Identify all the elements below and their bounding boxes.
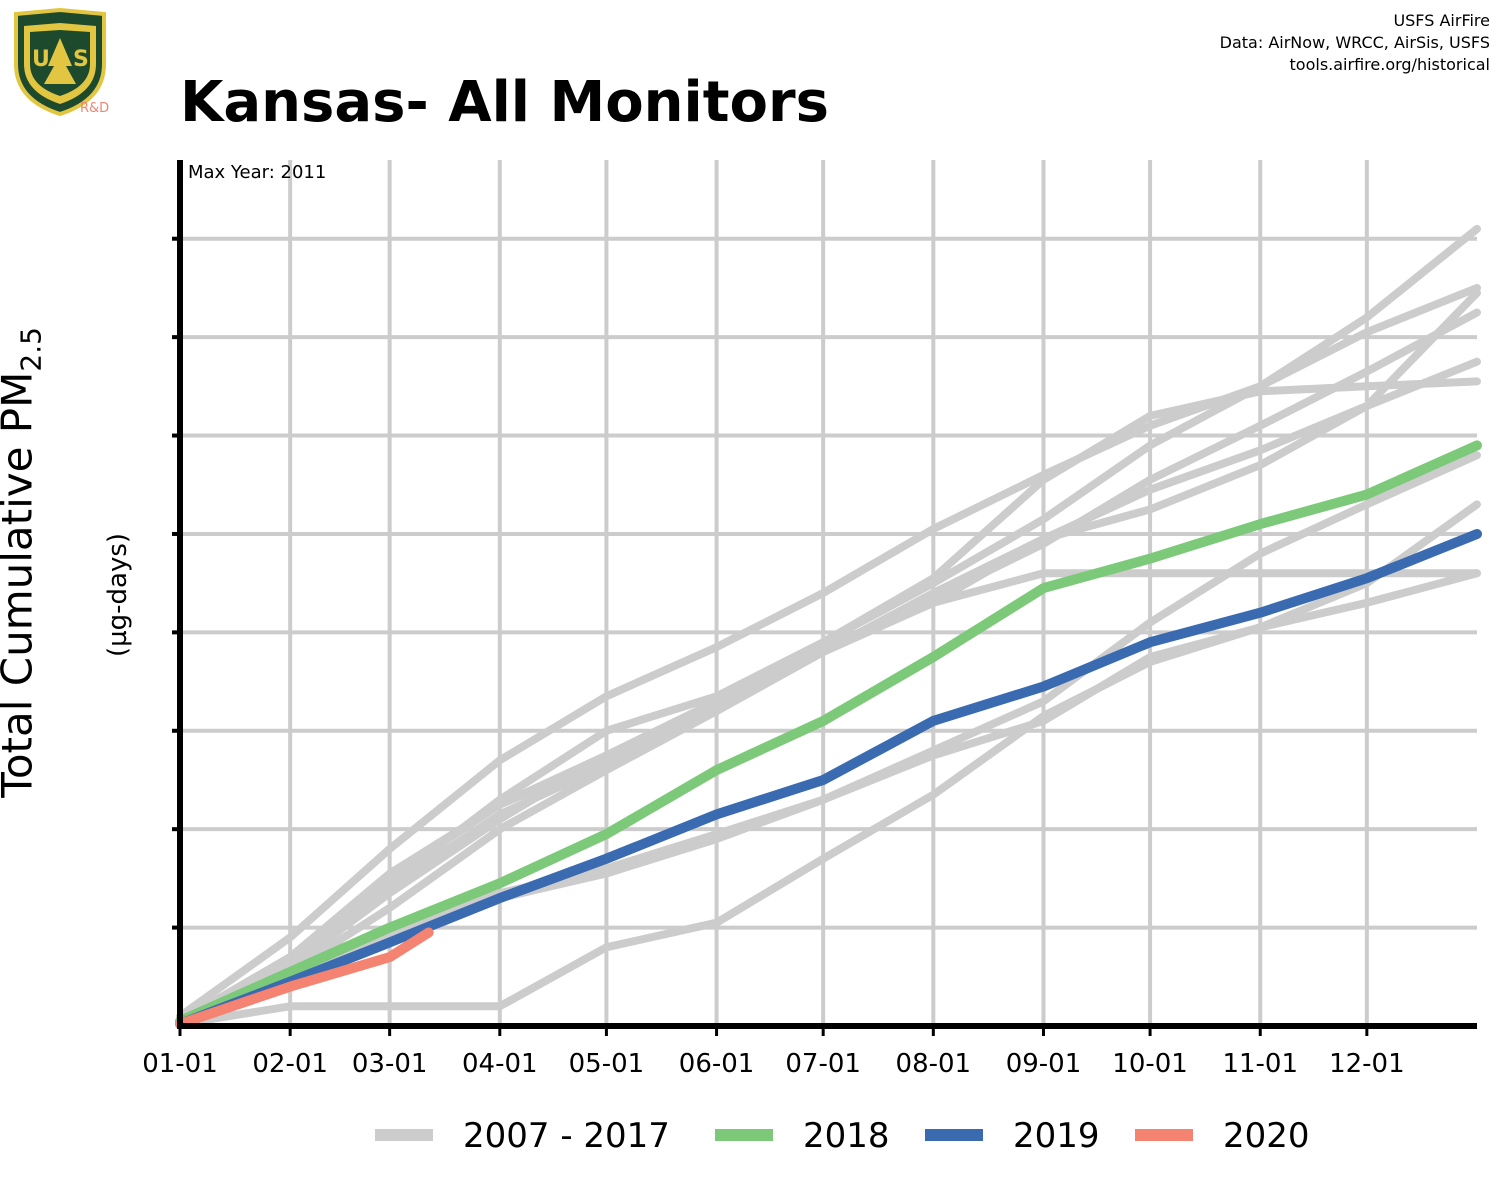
legend-label: 2018 — [803, 1116, 890, 1156]
x-tick-label: 07-01 — [785, 1049, 861, 1079]
series-lines — [175, 224, 1482, 1029]
x-tick-label: 04-01 — [462, 1049, 538, 1079]
x-tick-label: 09-01 — [1006, 1049, 1082, 1079]
x-tick-label: 12-01 — [1329, 1049, 1405, 1079]
usfs-logo: U S R&D — [8, 7, 112, 118]
series-line-gray-5 — [176, 569, 1481, 1026]
credit-line-3: tools.airfire.org/historical — [1289, 55, 1490, 74]
series-line-2018 — [175, 440, 1482, 1027]
series-line-gray-3 — [176, 288, 1481, 1026]
series-line-2019 — [175, 529, 1482, 1029]
x-tick-label: 02-01 — [252, 1049, 328, 1079]
x-tick-label: 06-01 — [679, 1049, 755, 1079]
x-tick-label: 01-01 — [142, 1049, 218, 1079]
x-tick-labels: 01-01 02-01 03-01 04-01 05-01 06-01 07-01 08-01… — [142, 1049, 1404, 1079]
credit-line-2: Data: AirNow, WRCC, AirSis, USFS — [1219, 33, 1490, 52]
credit-line-1: USFS AirFire — [1393, 11, 1490, 30]
legend-label: 2020 — [1223, 1116, 1310, 1156]
x-tick-label: 11-01 — [1222, 1049, 1298, 1079]
legend-label: 2019 — [1013, 1116, 1100, 1156]
logo-letter-s: S — [73, 47, 89, 72]
legend-label: 2007 - 2017 — [463, 1116, 670, 1156]
series-line-gray-6 — [176, 357, 1481, 1026]
max-year-annotation: Max Year: 2011 — [188, 162, 326, 183]
legend: 2007 - 2017 2018 2019 2020 — [375, 1116, 1310, 1156]
x-tick-label: 05-01 — [569, 1049, 645, 1079]
axes — [172, 160, 1477, 1036]
x-tick-label: 03-01 — [352, 1049, 428, 1079]
logo-rd-tag: R&D — [80, 101, 109, 116]
logo-letter-u: U — [32, 47, 50, 72]
series-line-2020 — [175, 927, 434, 1029]
series-line-gray-4 — [176, 377, 1481, 1026]
x-tick-label: 10-01 — [1112, 1049, 1188, 1079]
credits: USFS AirFire Data: AirNow, WRCC, AirSis,… — [1220, 10, 1490, 76]
chart-title: Kansas- All Monitors — [180, 70, 829, 135]
x-tick-label: 08-01 — [896, 1049, 972, 1079]
